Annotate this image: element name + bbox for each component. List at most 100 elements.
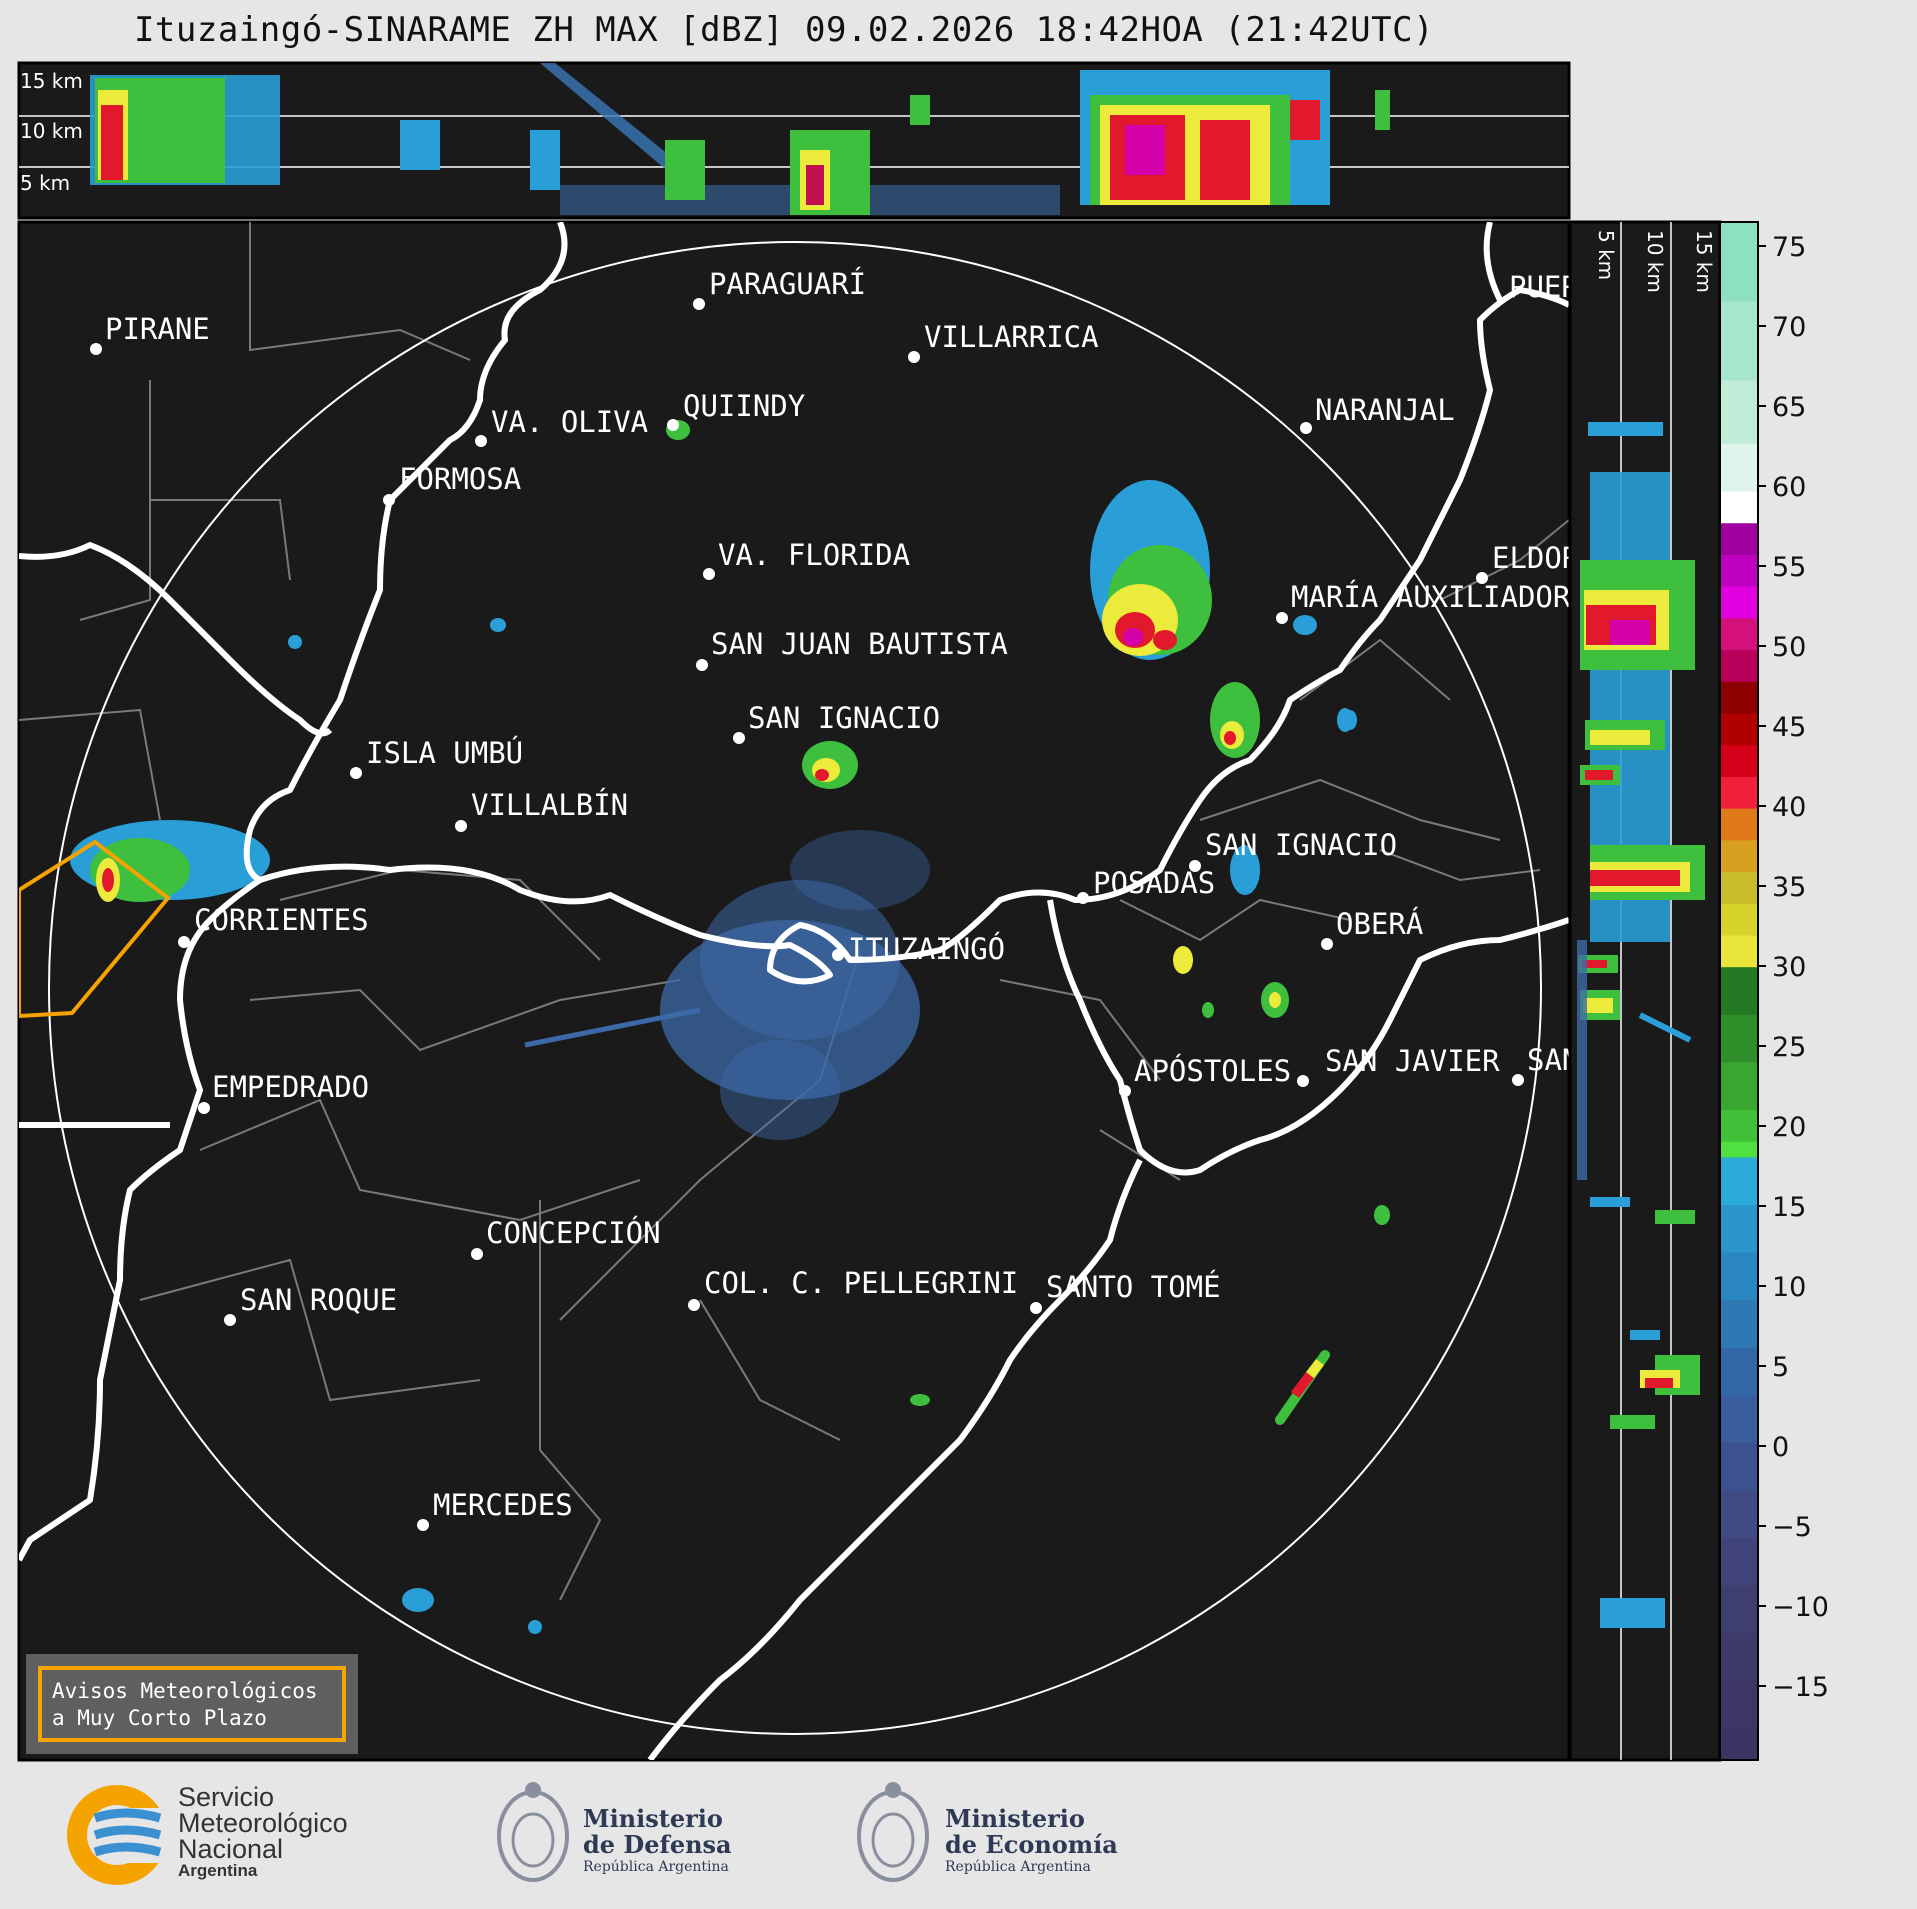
smn-line1: Servicio: [178, 1782, 275, 1812]
city-label-mercedes: MERCEDES: [433, 1488, 573, 1522]
dbz-colorbar: 75 70 65 60 55 50 45 40 35 30 25 20 15 1…: [1719, 221, 1829, 1761]
colorbar-band: [1720, 1585, 1758, 1634]
city-markers: [90, 298, 1524, 1531]
cbar-tick-minus-5: −5: [1772, 1512, 1812, 1543]
top-echo-center: [790, 130, 870, 215]
colorbar-band: [1720, 840, 1758, 873]
top-echo-west: [90, 75, 280, 185]
colorbar-band: [1720, 1680, 1758, 1729]
economia-logo-text: Ministerio de Economía República Argenti…: [945, 1806, 1118, 1876]
colorbar-band: [1720, 903, 1758, 937]
smn-line2: Meteorológico: [178, 1808, 348, 1838]
economia-line2: de Economía: [945, 1830, 1118, 1859]
cbar-tick-65: 65: [1772, 392, 1806, 423]
city-label-col-c-pellegrini: COL. C. PELLEGRINI: [704, 1266, 1018, 1300]
defensa-logo-text: Ministerio de Defensa República Argentin…: [583, 1806, 732, 1876]
footer-logos: Servicio Meteorológico Nacional Argentin…: [0, 1762, 1568, 1909]
colorbar-band: [1720, 1141, 1758, 1158]
colorbar-band: [1720, 1109, 1758, 1143]
colorbar-band: [1720, 554, 1758, 588]
cbar-tick-55: 55: [1772, 552, 1806, 583]
cbar-tick-70: 70: [1772, 312, 1806, 343]
colorbar-band: [1720, 1728, 1758, 1761]
top-echo-east: [1080, 70, 1330, 205]
top-altitude-panel: 15 km 10 km 5 km: [17, 61, 1571, 220]
city-label-san-ignacio-py: SAN IGNACIO: [748, 701, 940, 735]
colorbar-band: [1720, 1490, 1758, 1539]
colorbar-band: [1720, 1157, 1758, 1206]
cbar-tick-5: 5: [1772, 1352, 1789, 1383]
colorbar-band: [1720, 1300, 1758, 1349]
cbar-tick-10: 10: [1772, 1272, 1806, 1303]
warning-legend: Avisos Meteorológicos a Muy Corto Plazo: [26, 1654, 358, 1754]
colorbar-band: [1720, 380, 1758, 445]
city-label-naranjal: NARANJAL: [1315, 393, 1455, 427]
colorbar-band: [1720, 491, 1758, 524]
cbar-tick-0: 0: [1772, 1432, 1789, 1463]
top-alt-label-15: 15 km: [20, 69, 83, 93]
city-label-isla-umbu: ISLA UMBÚ: [366, 736, 523, 770]
cbar-tick-50: 50: [1772, 632, 1806, 663]
cbar-tick-minus-15: −15: [1772, 1672, 1829, 1703]
colorbar-band: [1720, 776, 1758, 810]
city-label-ituzaingo: ITUZAINGÓ: [848, 932, 1005, 966]
cbar-tick-minus-10: −10: [1772, 1592, 1829, 1623]
city-label-pirane: PIRANE: [105, 312, 210, 346]
colorbar-band: [1720, 301, 1758, 382]
colorbar-band: [1720, 650, 1758, 683]
colorbar-band: [1720, 745, 1758, 778]
city-label-paraguari: PARAGUARÍ: [709, 267, 866, 301]
city-label-santo-tome: SANTO TOMÉ: [1046, 1270, 1221, 1304]
radar-map-panel: PARAGUARÍ VILLARRICA PIRANE NARANJAL QUI…: [17, 220, 1632, 1762]
city-label-eldorado: ELDORADO: [1492, 541, 1632, 575]
colorbar-band: [1720, 523, 1758, 556]
colorbar-band: [1720, 1205, 1758, 1254]
city-label-villalbin: VILLALBÍN: [471, 788, 628, 822]
colorbar-band: [1720, 586, 1758, 619]
storm-cell-san-ignacio: [802, 741, 858, 789]
colorbar-band: [1720, 443, 1758, 493]
storm-cell-northeast: [1090, 480, 1260, 758]
city-label-san-ignacio-ar: SAN IGNACIO: [1205, 828, 1397, 862]
defensa-seal-icon: [497, 1782, 569, 1882]
city-label-san-roque: SAN ROQUE: [240, 1283, 397, 1317]
defensa-line2: de Defensa: [583, 1830, 732, 1859]
colorbar-band: [1720, 681, 1758, 715]
cbar-tick-40: 40: [1772, 792, 1806, 823]
side-alt-label-15: 15 km: [1692, 230, 1716, 293]
city-label-va-florida: VA. FLORIDA: [718, 538, 910, 572]
colorbar-tick-labels: 75 70 65 60 55 50 45 40 35 30 25 20 15 1…: [1758, 232, 1829, 1703]
top-alt-label-5: 5 km: [20, 171, 70, 195]
colorbar-band: [1720, 1347, 1758, 1396]
city-label-puerto: PUERTO: [1509, 270, 1614, 304]
top-alt-label-10: 10 km: [20, 119, 83, 143]
smn-line3: Nacional: [178, 1834, 284, 1864]
map-title: Ituzaingó-SINARAME ZH MAX [dBZ] 09.02.20…: [133, 10, 1435, 50]
near-site-clutter: [524, 830, 930, 1140]
defensa-line3: República Argentina: [583, 1859, 729, 1875]
warning-legend-frame: Avisos Meteorológicos a Muy Corto Plazo: [38, 1666, 346, 1742]
city-label-maria-auxiliadora: MARÍA AUXILIADORA: [1291, 580, 1588, 614]
city-labels: PARAGUARÍ VILLARRICA PIRANE NARANJAL QUI…: [105, 267, 1632, 1522]
colorbar-band: [1720, 872, 1758, 905]
side-alt-label-10: 10 km: [1643, 230, 1667, 293]
colorbar-band: [1720, 935, 1758, 968]
city-label-corrientes: CORRIENTES: [194, 903, 369, 937]
city-label-formosa: FORMOSA: [399, 462, 521, 496]
colorbar-band: [1720, 222, 1758, 302]
colorbar-bands: [1720, 222, 1758, 1761]
city-label-san: SAN: [1527, 1043, 1579, 1077]
city-label-apostoles: APÓSTOLES: [1134, 1054, 1291, 1088]
defensa-line1: Ministerio: [583, 1804, 723, 1833]
warning-legend-line1: Avisos Meteorológicos: [52, 1679, 318, 1703]
radar-range-ring: [48, 241, 1542, 1735]
cbar-tick-15: 15: [1772, 1192, 1806, 1223]
cbar-tick-35: 35: [1772, 872, 1806, 903]
smn-logo-graphic: [67, 1785, 177, 1885]
colorbar-band: [1720, 1633, 1758, 1682]
scattered-echoes: [288, 420, 1390, 1634]
colorbar-band: [1720, 967, 1758, 1016]
colorbar-band: [1720, 713, 1758, 746]
city-label-posadas: POSADAS: [1093, 866, 1215, 900]
side-alt-label-5: 5 km: [1594, 230, 1618, 280]
